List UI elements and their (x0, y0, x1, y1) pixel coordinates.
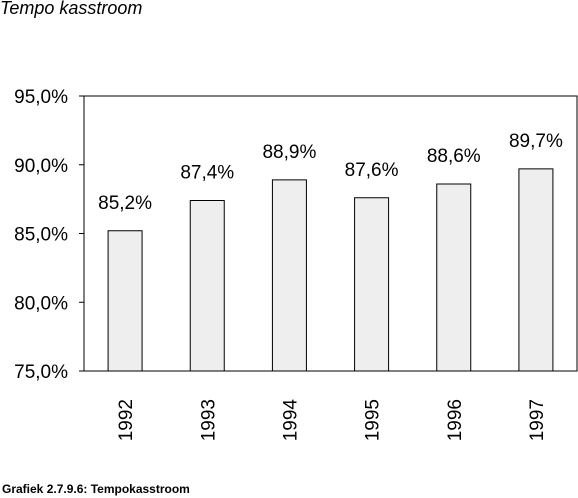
bar-1995 (354, 197, 390, 372)
x-tick-label: 1997 (527, 399, 548, 441)
bar-1992 (107, 230, 143, 372)
data-label: 89,7% (509, 131, 563, 152)
x-tick-label: 1996 (445, 399, 466, 441)
y-tick-label: 80,0% (14, 293, 68, 314)
x-tick-label: 1993 (198, 399, 219, 441)
y-tick-label: 95,0% (14, 87, 68, 108)
data-label: 85,2% (98, 193, 152, 214)
chart-title: Tempo kasstroom (0, 0, 143, 18)
data-label: 88,9% (262, 142, 316, 163)
bar-1996 (436, 183, 472, 372)
x-tick-label: 1994 (280, 399, 301, 442)
data-label: 88,6% (427, 146, 481, 167)
x-tick-label: 1992 (116, 399, 137, 441)
chart-caption: Grafiek 2.7.9.6: Tempokasstroom (2, 482, 190, 496)
y-tick-label: 90,0% (14, 156, 68, 177)
plot-area: 95,0% 90,0% 85,0% 80,0% 75,0% 85,2% 1992 87,4% 1… (14, 87, 578, 442)
bar-1997 (518, 168, 554, 372)
y-tick-label: 75,0% (14, 362, 68, 383)
data-label: 87,6% (345, 160, 399, 181)
y-tick-label: 85,0% (14, 225, 68, 246)
plot-frame (83, 95, 578, 372)
x-tick-label: 1995 (363, 399, 384, 441)
bar-1994 (271, 179, 307, 372)
bar-1993 (189, 200, 225, 372)
data-label: 87,4% (180, 163, 234, 184)
